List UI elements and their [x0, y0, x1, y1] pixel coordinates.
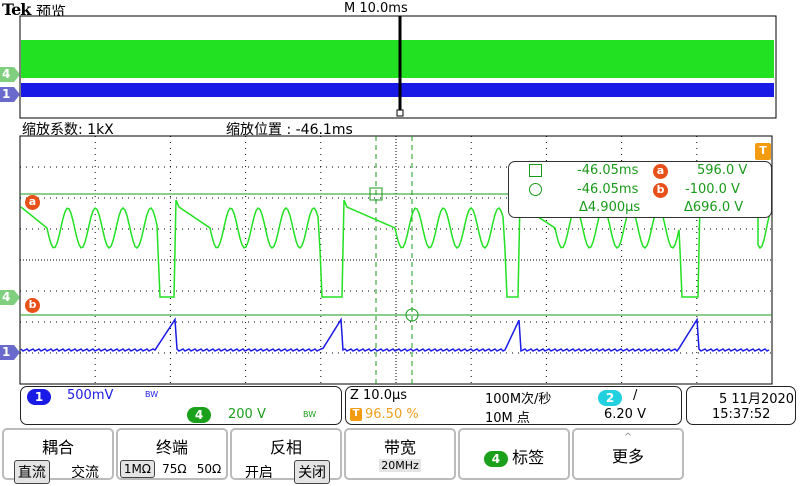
termination-button[interactable]: 终端 1MΩ 75Ω 50Ω	[116, 428, 228, 480]
cursor2-value: -100.0 V	[685, 182, 740, 197]
termination-75[interactable]: 75Ω	[162, 462, 187, 476]
overview-ch4-trace	[21, 40, 774, 78]
ch4-waveform	[20, 199, 771, 298]
overview-zoom-bracket	[396, 109, 404, 117]
termination-1m[interactable]: 1MΩ	[119, 460, 155, 478]
trigger-position-icon: T	[350, 408, 362, 421]
trigger-position: 96.50 %	[365, 407, 419, 422]
more-title: 更多	[611, 447, 644, 466]
label-title: 标签	[512, 448, 545, 467]
sample-rate: 100M次/秒	[485, 392, 552, 407]
datetime-status[interactable]: 5 11月2020 15:37:52	[686, 386, 796, 425]
acquisition-status[interactable]: Z 10.0µs T 96.50 % 100M次/秒 10M 点 2 / 6.2…	[345, 386, 682, 426]
overview-ch1-marker[interactable]: 1	[0, 87, 20, 102]
cursor-readout: -46.05ms a 596.0 V -46.05ms b -100.0 V Δ…	[508, 161, 772, 218]
invert-on[interactable]: 开启	[244, 465, 273, 481]
delta-value: Δ696.0 V	[684, 200, 744, 215]
channel-status[interactable]: 1 500mV BW 4 200 V BW	[20, 386, 342, 425]
record-length: 10M 点	[485, 411, 530, 426]
zoom-position: 缩放位置 : -46.1ms	[226, 122, 353, 138]
cursor-a-badge: a	[653, 164, 668, 179]
cursor-b-marker[interactable]: b	[25, 298, 40, 313]
circle-cursor-icon	[529, 183, 542, 196]
bandwidth-button[interactable]: 带宽 20MHz	[344, 428, 456, 480]
coupling-title: 耦合	[41, 438, 74, 457]
brand-logo: Tek	[2, 0, 31, 19]
timebase-readout: M 10.0ms	[344, 1, 408, 16]
ch1-waveform	[20, 317, 770, 353]
bandwidth-value: 20MHz	[379, 459, 421, 472]
zoom-timebase: Z 10.0µs	[350, 388, 408, 403]
ch4-ground-marker[interactable]: 4	[0, 290, 20, 305]
chevron-up-icon: ^	[623, 432, 633, 443]
graticule	[20, 136, 772, 384]
delta-time: Δ4.900µs	[579, 200, 641, 215]
invert-button[interactable]: 反相 开启 关闭	[230, 428, 342, 484]
zoom-factor: 缩放系数: 1kX	[22, 122, 114, 138]
ch1-bw-limit: BW	[145, 390, 159, 399]
trigger-source-badge[interactable]: 2	[598, 390, 622, 406]
main-frame	[19, 135, 773, 385]
ch4-badge[interactable]: 4	[187, 407, 211, 423]
cursor2-time: -46.05ms	[577, 182, 639, 197]
termination-title: 终端	[155, 438, 188, 457]
overview-ch1-trace	[21, 83, 774, 97]
ch1-ground-marker[interactable]: 1	[0, 345, 20, 360]
ch4-label-badge: 4	[483, 451, 508, 467]
invert-off[interactable]: 关闭	[294, 460, 331, 484]
overview-ch4-marker[interactable]: 4	[0, 67, 20, 82]
coupling-ac[interactable]: 交流	[71, 465, 100, 481]
cursor-b-badge: b	[653, 183, 668, 198]
termination-50[interactable]: 50Ω	[196, 462, 222, 476]
cursor-square-marker	[369, 187, 383, 201]
cursor-circle-marker	[405, 308, 419, 322]
invert-title: 反相	[269, 438, 302, 457]
bandwidth-title: 带宽	[383, 438, 416, 457]
ch4-scale: 200 V	[228, 407, 266, 422]
cursor-a-marker[interactable]: a	[25, 195, 40, 210]
cursor1-time: -46.05ms	[577, 163, 639, 178]
time: 15:37:52	[712, 407, 771, 422]
trigger-level: 6.20 V	[604, 407, 646, 422]
ch4-bw-limit: BW	[303, 410, 317, 419]
trigger-slope-icon: /	[633, 388, 638, 403]
ch1-scale: 500mV	[67, 388, 114, 403]
date: 5 11月2020	[719, 392, 795, 407]
cursor1-value: 596.0 V	[697, 163, 748, 178]
square-cursor-icon	[529, 164, 542, 177]
label-button[interactable]: 4 标签	[458, 428, 570, 480]
more-button[interactable]: ^ 更多	[572, 428, 684, 480]
coupling-dc[interactable]: 直流	[13, 460, 50, 484]
coupling-button[interactable]: 耦合 直流 交流	[2, 428, 114, 484]
main-trigger-marker[interactable]: T	[755, 143, 771, 160]
ch1-badge[interactable]: 1	[27, 389, 51, 405]
